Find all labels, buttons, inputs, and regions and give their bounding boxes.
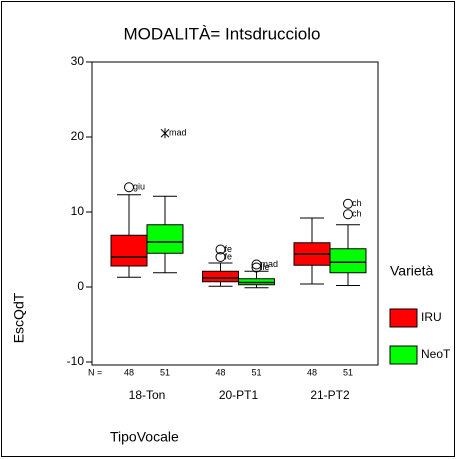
plot-frame (91, 61, 379, 366)
n-count: 48 (124, 367, 134, 377)
n-count: 51 (343, 367, 353, 377)
outlier (215, 252, 226, 262)
n-count: 48 (215, 367, 225, 377)
x-tick-label: 18-Ton (129, 388, 166, 402)
outlier (160, 128, 170, 139)
legend-swatch (389, 345, 418, 365)
box (110, 234, 148, 267)
chart-title: MODALITÀ= Intsdrucciolo (124, 24, 321, 43)
y-tick-label: 0 (77, 279, 84, 293)
n-count: 51 (251, 367, 261, 377)
box (329, 248, 367, 274)
outlier-label: mad (261, 259, 279, 269)
outlier (215, 244, 226, 255)
outlier-label: fe (225, 251, 233, 261)
outlier (343, 209, 353, 220)
n-count: 51 (160, 367, 170, 377)
legend-title: Varietà (390, 263, 434, 279)
x-tick-label: 20-PT1 (219, 388, 259, 402)
outlier-label: giu (133, 182, 145, 192)
outlier (343, 198, 353, 209)
legend-swatch (389, 308, 418, 328)
box (146, 224, 184, 254)
outlier (124, 182, 134, 193)
outlier (251, 262, 262, 273)
x-axis-label: TipoVocale (110, 429, 179, 445)
outlier-label: ch (352, 209, 362, 219)
legend-label: IRU (421, 310, 442, 324)
legend-label: NeoT (421, 347, 451, 361)
n-count: 48 (307, 367, 317, 377)
n-label: N = (88, 367, 102, 377)
box (202, 270, 239, 283)
outlier-label: ile (261, 262, 270, 272)
y-tick-label: -10 (67, 354, 85, 368)
y-tick-label: 10 (71, 204, 85, 218)
y-axis-label: EscQdT (11, 292, 27, 343)
x-tick-label: 21-PT2 (310, 388, 350, 402)
outlier (251, 259, 262, 270)
y-tick-label: 20 (71, 129, 85, 143)
outlier-label: fe (225, 244, 233, 254)
outlier-label: ch (352, 198, 362, 208)
outlier-label: mad (169, 128, 187, 138)
y-tick-label: 30 (71, 54, 85, 68)
